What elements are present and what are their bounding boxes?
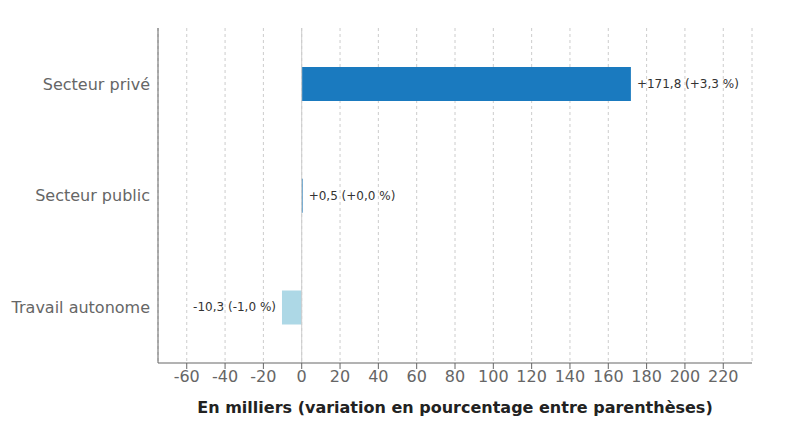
svg-text:140: 140 [555,367,586,386]
svg-text:60: 60 [406,367,426,386]
svg-text:-20: -20 [250,367,276,386]
svg-text:40: 40 [368,367,388,386]
svg-text:Secteur privé: Secteur privé [43,75,150,94]
svg-text:20: 20 [330,367,350,386]
svg-text:-40: -40 [212,367,238,386]
svg-text:220: 220 [708,367,739,386]
svg-text:Travail autonome: Travail autonome [11,298,150,317]
svg-text:+171,8 (+3,3 %): +171,8 (+3,3 %) [637,77,739,91]
svg-text:-10,3 (-1,0 %): -10,3 (-1,0 %) [193,300,276,314]
svg-text:120: 120 [516,367,547,386]
svg-text:-60: -60 [174,367,200,386]
svg-text:180: 180 [631,367,662,386]
svg-text:100: 100 [478,367,509,386]
svg-text:En milliers (variation en pour: En milliers (variation en pourcentage en… [197,398,712,417]
svg-text:0: 0 [297,367,307,386]
svg-text:200: 200 [670,367,701,386]
svg-text:+0,5 (+0,0 %): +0,5 (+0,0 %) [309,189,396,203]
svg-text:80: 80 [445,367,465,386]
svg-text:Secteur public: Secteur public [35,186,150,205]
svg-text:160: 160 [593,367,624,386]
